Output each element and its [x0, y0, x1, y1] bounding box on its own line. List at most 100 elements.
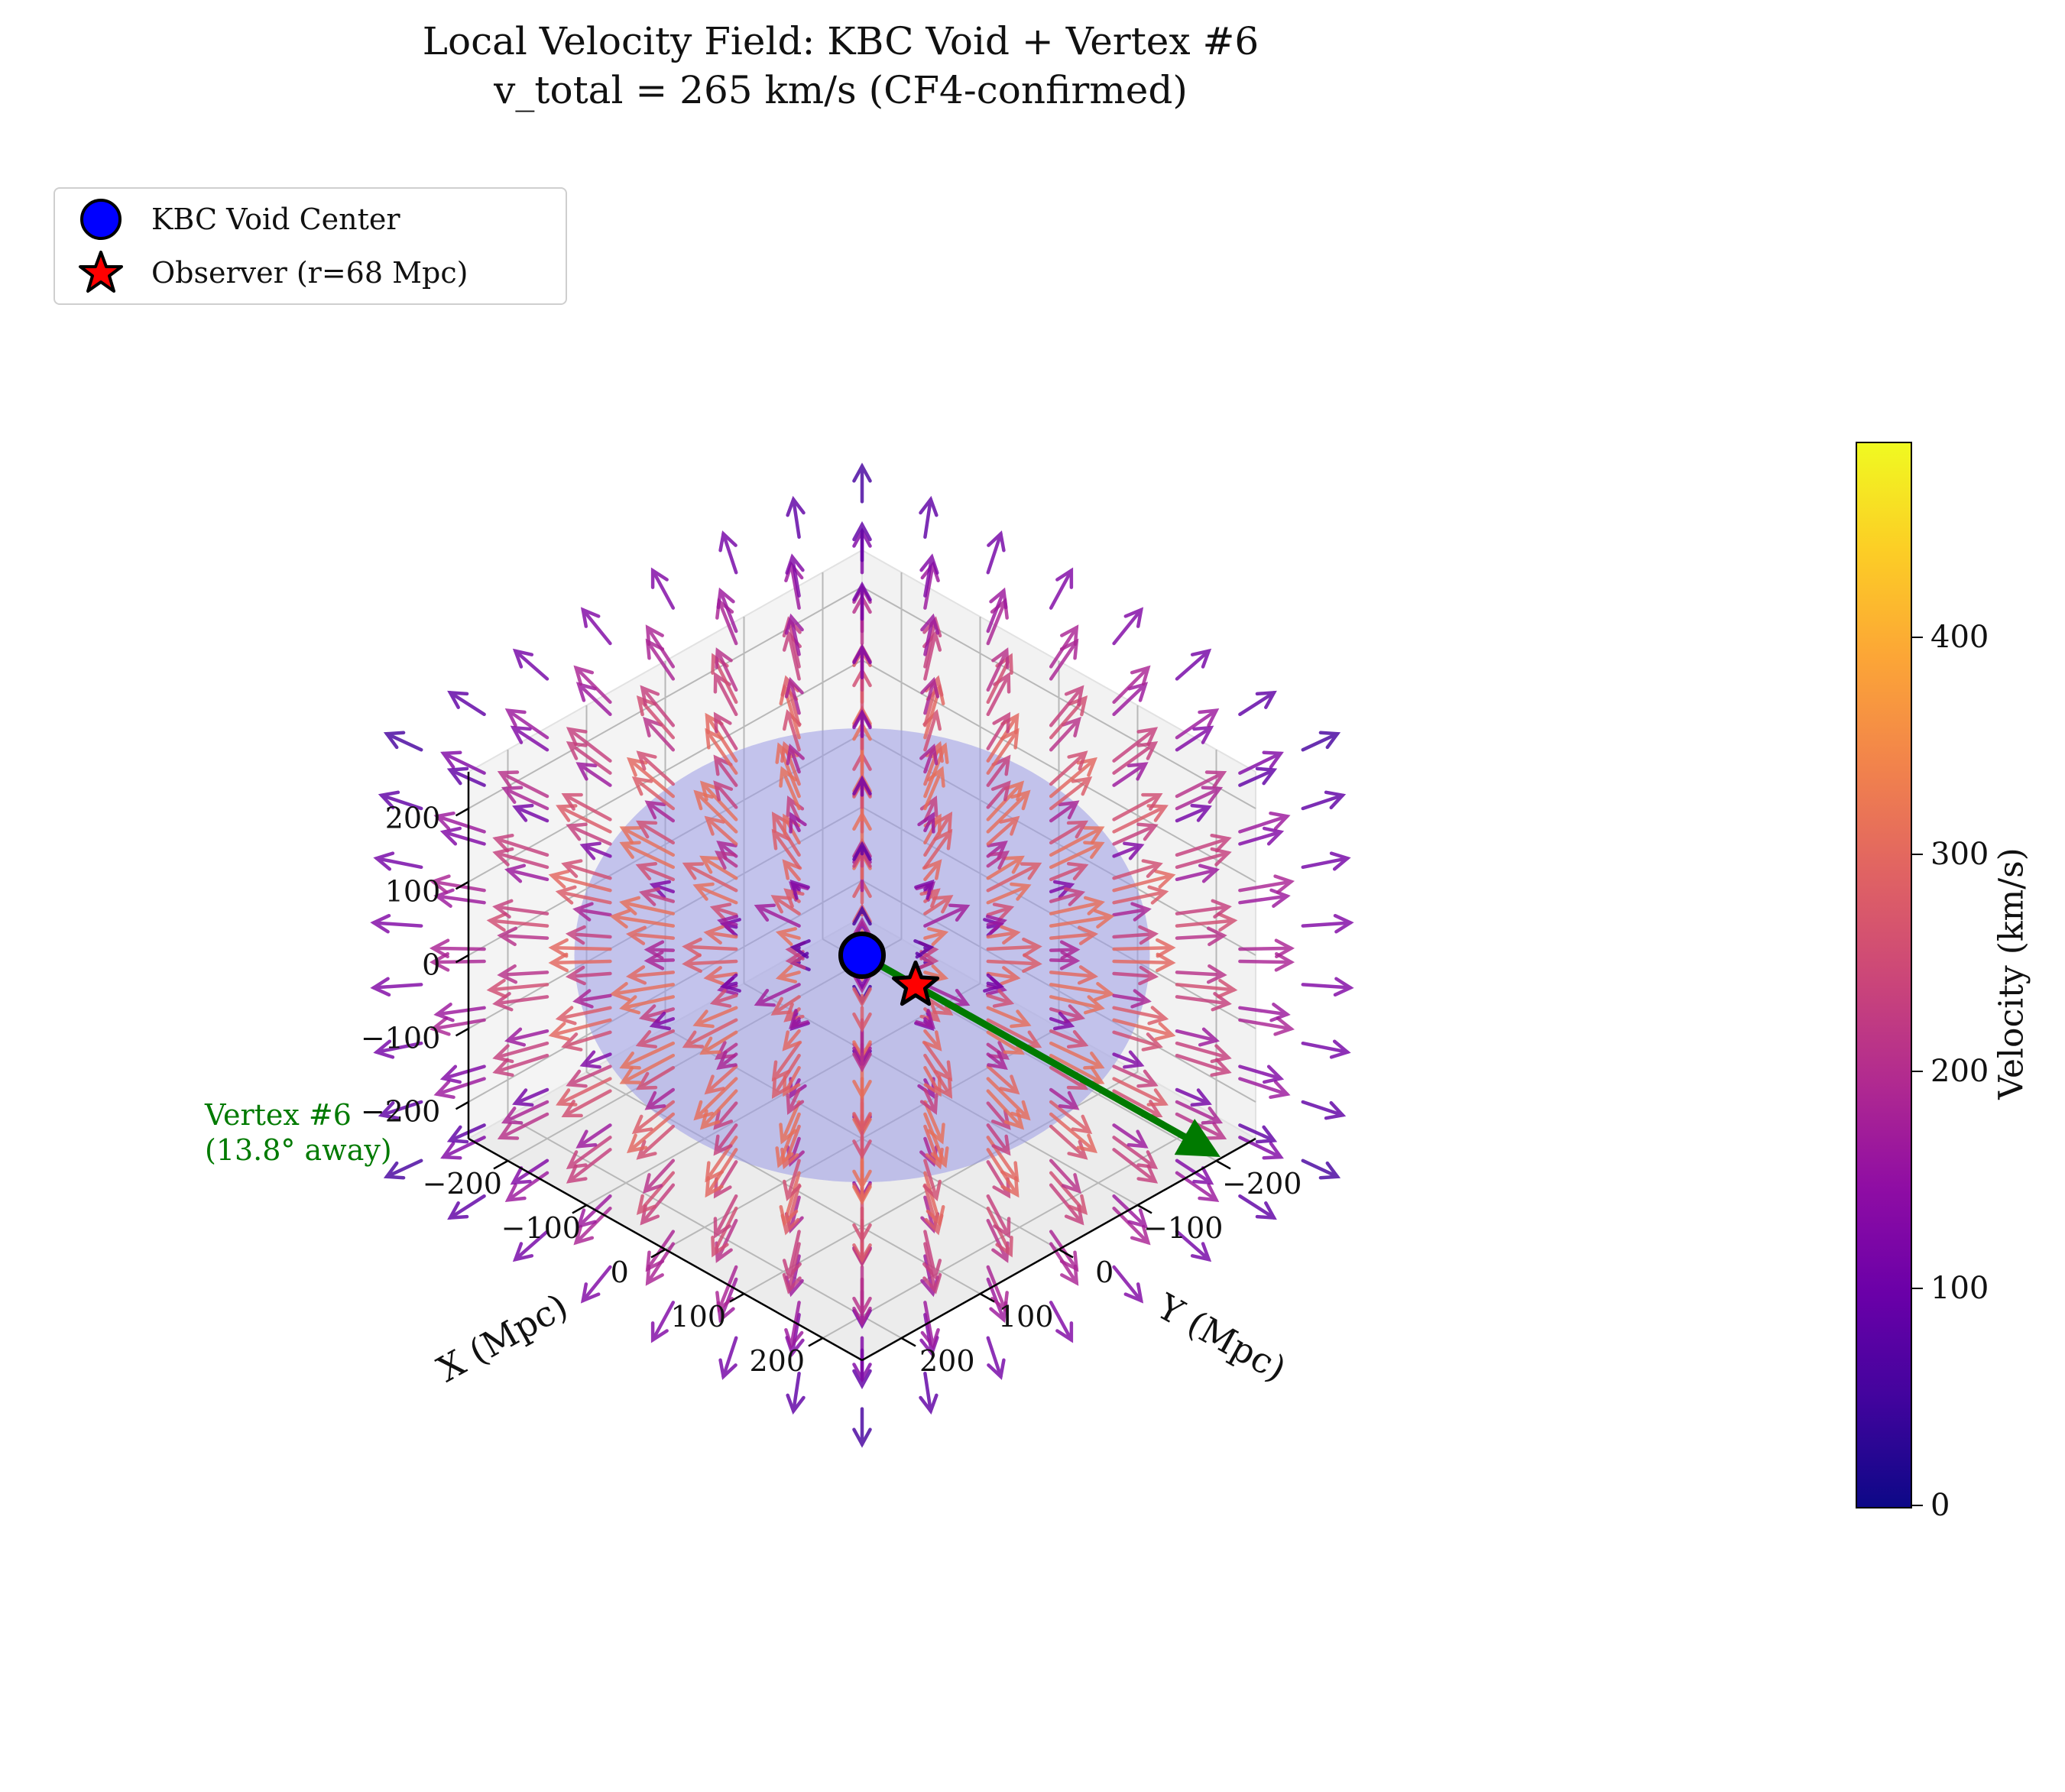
velocity-arrow [1049, 1158, 1081, 1194]
velocity-arrow [923, 1112, 949, 1168]
velocity-arrow [923, 1100, 945, 1145]
velocity-arrow [1238, 1065, 1285, 1084]
velocity-arrow [566, 1136, 612, 1170]
velocity-arrow [512, 648, 549, 681]
velocity-arrow [645, 1230, 676, 1272]
velocity-arrow [439, 826, 486, 846]
velocity-arrow [920, 676, 940, 715]
velocity-arrow [1112, 607, 1144, 646]
velocity-arrow [709, 989, 738, 1008]
velocity-arrow [1049, 981, 1115, 1002]
velocity-arrow [1049, 1171, 1088, 1215]
velocity-arrow [699, 1030, 738, 1055]
z-tick-label: 0 [422, 948, 440, 981]
velocity-arrow [1175, 1087, 1212, 1107]
velocity-arrow [713, 711, 738, 750]
velocity-arrow [510, 725, 549, 752]
velocity-arrow [1112, 925, 1159, 945]
velocity-arrow [923, 895, 954, 915]
subtitle-line: v_total = 265 km/s (CF4-confirmed) [494, 68, 1188, 112]
velocity-arrow [433, 811, 486, 834]
velocity-arrow [915, 1009, 935, 1029]
velocity-arrow [704, 1065, 738, 1095]
title-line: Local Velocity Field: KBC Void + Vertex … [422, 19, 1259, 63]
velocity-arrow [789, 812, 807, 834]
velocity-arrow [1238, 1194, 1277, 1220]
velocity-arrow [754, 903, 801, 928]
colorbar-tick-label: 0 [1930, 1488, 1950, 1523]
velocity-arrow [1238, 690, 1277, 717]
velocity-arrow [504, 1027, 549, 1047]
velocity-arrow [986, 855, 1025, 880]
z-tick [455, 1100, 469, 1110]
velocity-arrow [373, 851, 423, 871]
velocity-arrow [497, 1112, 549, 1140]
velocity-arrow [775, 927, 801, 946]
legend-label: Observer (r=68 Mpc) [151, 256, 468, 290]
vertex-label-line2: (13.8° away) [205, 1133, 392, 1167]
velocity-arrow [986, 1194, 1011, 1239]
velocity-arrow [1049, 826, 1105, 857]
x-tick [729, 1292, 745, 1303]
velocity-arrow [447, 1194, 486, 1220]
velocity-arrow [785, 950, 806, 970]
velocity-arrow [1238, 951, 1295, 972]
velocity-arrow [1049, 1004, 1086, 1023]
velocity-arrow [1301, 851, 1351, 871]
velocity-arrow [1301, 731, 1341, 752]
velocity-arrow [682, 937, 738, 958]
velocity-arrow [782, 1029, 802, 1052]
velocity-arrow [370, 977, 423, 997]
velocity-arrow [986, 937, 1042, 958]
velocity-arrow [852, 841, 872, 861]
velocity-arrow [1112, 1018, 1176, 1042]
velocity-arrow [619, 826, 676, 857]
velocity-arrow [852, 905, 872, 926]
y-tick [900, 1337, 916, 1347]
velocity-arrow [852, 709, 872, 738]
velocity-arrow [566, 1065, 612, 1088]
velocity-arrow [446, 1123, 486, 1144]
velocity-arrow [1175, 864, 1220, 883]
velocity-arrow [512, 1087, 549, 1107]
velocity-arrow [1112, 952, 1176, 973]
y-axis-label: Y (Mpc) [1150, 1285, 1293, 1390]
velocity-arrow [492, 1041, 549, 1064]
colorbar-tick [1911, 1070, 1923, 1072]
y-tick-label: 100 [998, 1300, 1054, 1333]
velocity-arrow [492, 1053, 549, 1077]
velocity-arrow [1175, 1158, 1214, 1185]
velocity-arrow [486, 912, 549, 932]
velocity-arrow [704, 815, 738, 846]
velocity-arrow [446, 766, 486, 787]
velocity-arrow [1175, 978, 1238, 999]
velocity-arrow [922, 1029, 942, 1052]
velocity-arrow [1175, 803, 1212, 823]
velocity-arrow [922, 1242, 942, 1295]
kbc-void-center-marker [838, 932, 886, 979]
velocity-arrow [1175, 770, 1227, 799]
velocity-arrow [565, 965, 612, 986]
velocity-arrow [718, 1336, 738, 1380]
velocity-arrow [1301, 977, 1354, 997]
velocity-arrow [771, 1053, 801, 1099]
y-tick-label: 200 [919, 1344, 975, 1378]
velocity-arrow [1238, 1077, 1291, 1100]
velocity-arrow [714, 851, 738, 870]
velocity-arrow [852, 581, 872, 621]
velocity-arrow [1049, 1100, 1093, 1134]
legend-item-observer: Observer (r=68 Mpc) [78, 246, 468, 300]
velocity-arrow [1112, 1136, 1159, 1170]
velocity-arrow [1301, 913, 1354, 934]
velocity-arrow [1049, 1011, 1075, 1031]
velocity-arrow [1049, 685, 1084, 727]
velocity-arrow [1049, 1029, 1089, 1049]
colorbar-title: Velocity (km/s) [1992, 847, 2031, 1100]
velocity-arrow [1112, 902, 1152, 922]
velocity-arrow [782, 1242, 802, 1295]
velocity-arrow [782, 1158, 802, 1202]
velocity-arrow [579, 841, 612, 860]
velocity-arrow [919, 553, 939, 598]
velocity-arrow [1112, 682, 1149, 717]
velocity-arrow [1112, 1065, 1159, 1088]
